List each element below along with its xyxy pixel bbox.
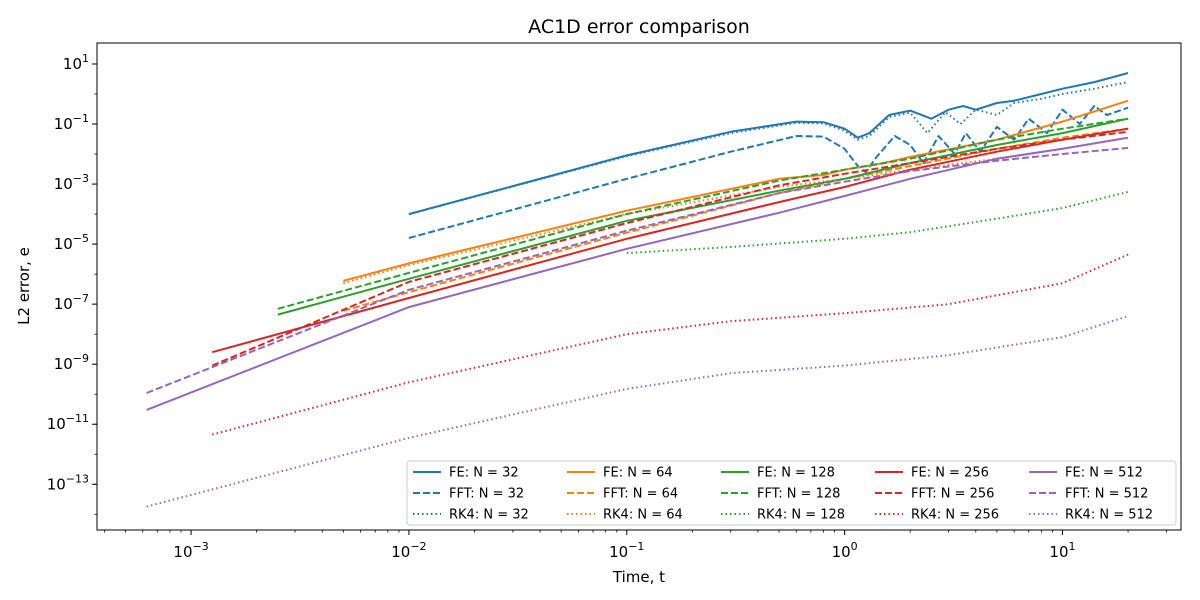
legend-label-7: FFT: N = 128 [757, 487, 840, 502]
legend-label-11: RK4: N = 256 [911, 508, 999, 523]
plot-area [96, 42, 1182, 531]
y-tick-label: 10−1 [54, 112, 89, 133]
x-tick-label: 10−2 [391, 540, 426, 561]
series-line-12 [146, 136, 1129, 411]
series-line-14 [146, 315, 1129, 508]
chart-title: AC1D error comparison [528, 16, 750, 38]
legend-label-10: FFT: N = 256 [911, 487, 994, 502]
y-tick-label: 10−3 [54, 172, 89, 193]
plot-frame [97, 43, 1181, 530]
x-axis-label: Time, t [612, 568, 665, 586]
x-tick-label: 101 [1049, 540, 1075, 561]
legend-label-9: FE: N = 256 [911, 466, 989, 481]
series-line-7 [277, 117, 1129, 310]
legend-label-1: FFT: N = 32 [449, 487, 524, 502]
y-tick-label: 10−11 [47, 412, 89, 433]
series-line-11 [211, 253, 1129, 436]
series-line-0 [408, 72, 1129, 216]
y-tick-label: 10−5 [54, 232, 89, 253]
series-line-8 [626, 190, 1129, 255]
legend-label-6: FE: N = 128 [757, 466, 835, 481]
y-tick-label: 10−9 [54, 352, 89, 373]
legend-label-12: FE: N = 512 [1065, 466, 1143, 481]
series-layer [146, 72, 1129, 508]
legend-label-14: RK4: N = 512 [1065, 508, 1153, 523]
legend: FE: N = 32 FFT: N = 32 RK4: N = 32 FE: N = … [406, 460, 1177, 526]
series-line-13 [146, 146, 1129, 394]
legend-label-0: FE: N = 32 [449, 466, 519, 481]
legend-box [406, 460, 1177, 526]
series-line-1 [408, 105, 1129, 239]
x-axis: 10−3 10−2 10−1 100 101 [103, 530, 1167, 561]
x-tick-label: 100 [832, 540, 858, 561]
plot-border [96, 42, 1182, 531]
series-line-4 [343, 127, 1129, 312]
series-line-6 [277, 117, 1129, 316]
y-axis: 10−13 10−11 10−9 10−7 10−5 10−3 10−1 101 [47, 52, 97, 515]
y-axis-label: L2 error, e [15, 247, 33, 325]
legend-label-4: FFT: N = 64 [603, 487, 678, 502]
y-tick-label: 10−7 [54, 292, 89, 313]
x-tick-label: 10−1 [609, 540, 644, 561]
legend-label-2: RK4: N = 32 [449, 508, 529, 523]
series-line-10 [211, 130, 1129, 367]
legend-label-8: RK4: N = 128 [757, 508, 845, 523]
y-tick-label: 10−13 [47, 472, 89, 493]
legend-label-5: RK4: N = 64 [603, 508, 683, 523]
series-line-2 [408, 81, 1129, 216]
y-tick-label: 101 [63, 52, 89, 73]
x-tick-label: 10−3 [173, 540, 208, 561]
legend-label-3: FE: N = 64 [603, 466, 673, 481]
legend-label-13: FFT: N = 512 [1065, 487, 1148, 502]
